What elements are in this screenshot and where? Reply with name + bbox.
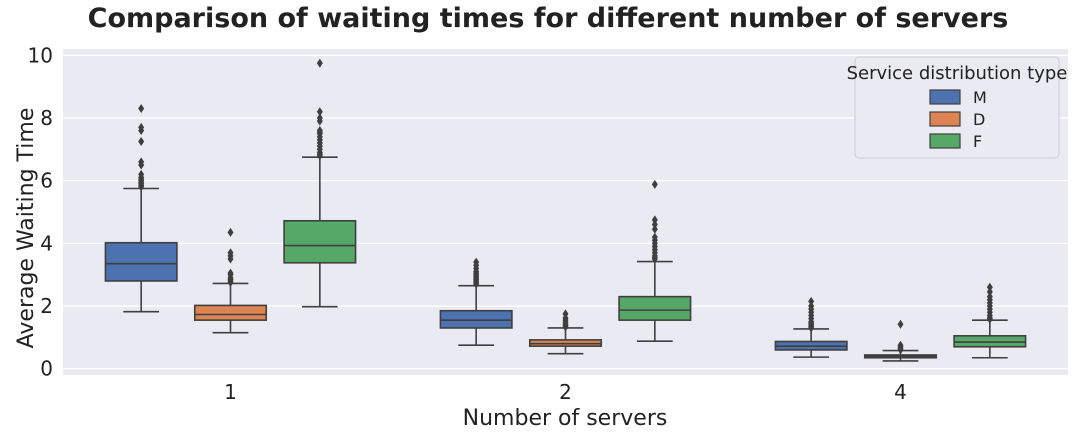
outlier-point [651, 179, 658, 189]
outlier-point [651, 224, 658, 234]
y-tick-label: 8 [40, 106, 53, 130]
outlier-point [138, 104, 145, 114]
legend-label-D: D [973, 110, 985, 129]
outlier-point [316, 107, 323, 117]
outlier-point [562, 309, 569, 319]
x-tick-labels: 1 2 4 [224, 380, 907, 404]
legend-swatch-D [929, 111, 961, 127]
box-D-1 [193, 227, 268, 334]
outlier-point [808, 296, 815, 306]
legend-frame [854, 56, 1060, 159]
outlier-point [227, 227, 234, 237]
box-F-2 [618, 179, 692, 342]
outlier-point [897, 319, 904, 329]
chart-title: Comparison of waiting times for differen… [88, 3, 1009, 34]
box-groups [104, 58, 1027, 362]
x-axis-label: Number of servers [463, 406, 668, 431]
y-tick-label: 6 [40, 169, 53, 193]
outlier-point [897, 340, 904, 350]
box-F-1 [283, 58, 357, 308]
y-tick-label: 0 [40, 357, 53, 381]
outlier-point [138, 122, 145, 132]
box-M-4 [774, 296, 848, 358]
legend-title: Service distribution type [847, 63, 1068, 84]
y-tick-label: 10 [28, 43, 53, 67]
x-tick-label: 2 [559, 380, 572, 404]
y-tick-label: 2 [40, 294, 53, 318]
outlier-point [138, 136, 145, 146]
legend-label-F: F [973, 132, 982, 151]
outlier-point [316, 113, 323, 123]
box-body [193, 304, 268, 321]
outlier-point [651, 215, 658, 225]
y-axis-label: Average Waiting Time [14, 108, 39, 349]
legend-label-M: M [973, 88, 987, 107]
x-tick-label: 1 [224, 380, 237, 404]
box-body [104, 241, 178, 282]
legend: Service distribution type MDF [847, 56, 1068, 159]
box-body [618, 295, 692, 321]
outlier-point [651, 232, 658, 242]
outlier-point [138, 169, 145, 179]
outlier-point [227, 268, 234, 278]
box-M-1 [104, 104, 178, 313]
y-tick-labels: 0 2 4 6 8 10 [28, 43, 53, 380]
legend-swatch-F [929, 133, 961, 149]
outlier-point [808, 301, 815, 311]
outlier-point [986, 287, 993, 297]
legend-swatch-M [929, 89, 961, 105]
box-D-4 [863, 319, 938, 362]
outlier-point [986, 292, 993, 302]
outlier-point [316, 126, 323, 135]
outlier-point [473, 257, 480, 267]
box-F-4 [953, 282, 1027, 359]
outlier-point [651, 220, 658, 230]
outlier-point [138, 157, 145, 167]
y-tick-label: 4 [40, 231, 53, 255]
x-tick-label: 4 [894, 380, 907, 404]
box-M-2 [439, 257, 513, 347]
outlier-point [227, 248, 234, 258]
outlier-point [986, 282, 993, 292]
box-D-2 [528, 309, 603, 355]
box-body [283, 219, 357, 264]
outlier-point [316, 58, 323, 68]
